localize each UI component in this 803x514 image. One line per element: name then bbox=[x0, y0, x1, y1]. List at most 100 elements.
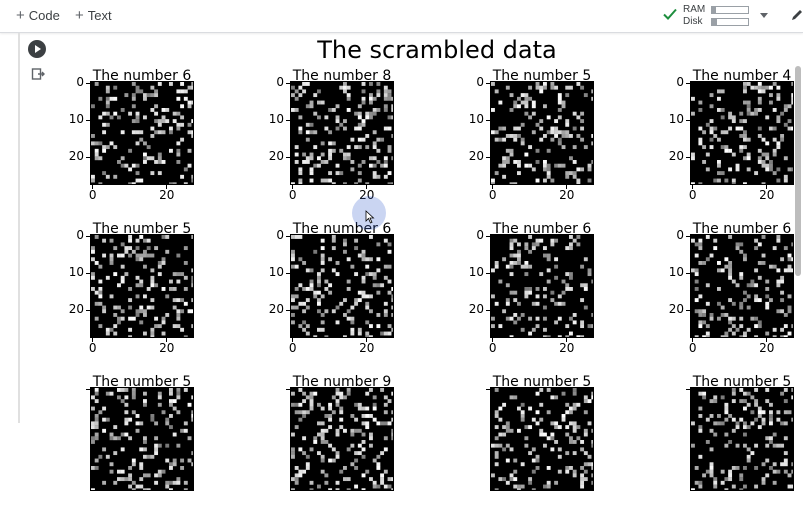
y-tick-mark bbox=[486, 82, 490, 84]
ram-bar bbox=[711, 6, 749, 14]
add-text-button[interactable]: + Text bbox=[75, 7, 112, 24]
x-tick-mark bbox=[691, 338, 693, 342]
x-tick-mark bbox=[366, 338, 368, 342]
x-tick-label: 20 bbox=[759, 188, 775, 202]
scrambled-image bbox=[690, 234, 794, 338]
subplot-title: The number 6 bbox=[692, 221, 792, 237]
x-tick-mark bbox=[766, 338, 768, 342]
pencil-icon[interactable] bbox=[790, 8, 803, 22]
y-tick-label: 10 bbox=[668, 265, 684, 279]
x-tick-label: 0 bbox=[688, 188, 697, 202]
subplot-title: The number 5 bbox=[492, 374, 592, 390]
x-tick-label: 0 bbox=[488, 341, 497, 355]
x-tick-label: 20 bbox=[159, 341, 175, 355]
scrambled-image bbox=[690, 387, 794, 491]
subplot-panel: The number 8 bbox=[290, 68, 420, 208]
y-tick-mark bbox=[86, 310, 90, 312]
y-tick-label: 0 bbox=[76, 74, 84, 89]
y-tick-mark bbox=[486, 388, 490, 390]
y-tick-mark bbox=[486, 235, 490, 237]
add-code-button[interactable]: + Code bbox=[16, 7, 60, 24]
run-cell-icon[interactable] bbox=[28, 40, 46, 58]
x-tick-mark bbox=[566, 185, 568, 189]
x-tick-mark bbox=[766, 185, 768, 189]
x-tick-label: 20 bbox=[559, 341, 575, 355]
y-tick-label: 20 bbox=[68, 302, 84, 317]
y-tick-label: 20 bbox=[468, 302, 484, 317]
y-tick-mark bbox=[286, 157, 290, 159]
x-tick-mark bbox=[491, 185, 493, 189]
ram-label: RAM bbox=[683, 4, 706, 15]
y-tick-label: 0 bbox=[476, 74, 484, 89]
y-tick-label: 0 bbox=[276, 74, 284, 89]
x-tick-label: 20 bbox=[359, 188, 375, 202]
y-tick-mark bbox=[486, 310, 490, 312]
figure-title: The scrambled data bbox=[317, 36, 557, 64]
subplot-panel: The number 6 bbox=[690, 221, 803, 361]
subplot-panel: The number 5 bbox=[690, 374, 803, 514]
y-tick-label: 20 bbox=[668, 302, 684, 317]
scrambled-image bbox=[690, 81, 794, 185]
scrambled-image bbox=[490, 234, 594, 338]
x-tick-mark bbox=[291, 185, 293, 189]
subplot-panel: The number 6 bbox=[90, 68, 220, 208]
resource-indicator[interactable]: RAM Disk bbox=[662, 4, 752, 28]
x-tick-label: 0 bbox=[688, 341, 697, 355]
x-tick-label: 0 bbox=[288, 188, 297, 202]
y-tick-mark bbox=[486, 273, 490, 274]
y-tick-label: 10 bbox=[468, 265, 484, 279]
scrollbar-thumb[interactable] bbox=[795, 66, 801, 276]
y-tick-mark bbox=[86, 273, 90, 274]
add-text-label: Text bbox=[87, 8, 112, 23]
subplot-panel: The number 6 bbox=[490, 221, 620, 361]
x-tick-mark bbox=[366, 185, 368, 189]
y-tick-label: 10 bbox=[68, 265, 84, 279]
subplot-panel: The number 6 bbox=[290, 221, 420, 361]
y-tick-label: 0 bbox=[76, 227, 84, 242]
y-tick-label: 10 bbox=[468, 112, 484, 126]
y-tick-mark bbox=[86, 157, 90, 159]
y-tick-mark bbox=[686, 120, 690, 121]
subplot-panel: The number 5 bbox=[90, 374, 220, 514]
subplot-title: The number 4 bbox=[692, 68, 792, 84]
y-tick-mark bbox=[286, 388, 290, 390]
y-tick-mark bbox=[686, 310, 690, 312]
y-tick-mark bbox=[686, 388, 690, 390]
mouse-cursor-icon bbox=[365, 210, 375, 224]
y-tick-label: 20 bbox=[668, 149, 684, 164]
x-tick-mark bbox=[291, 338, 293, 342]
output-scrollbar[interactable] bbox=[795, 34, 801, 423]
y-tick-label: 0 bbox=[276, 227, 284, 242]
y-tick-mark bbox=[286, 310, 290, 312]
subplot-title: The number 5 bbox=[692, 374, 792, 390]
y-tick-label: 10 bbox=[668, 112, 684, 126]
x-tick-mark bbox=[166, 185, 168, 189]
y-tick-mark bbox=[686, 235, 690, 237]
x-tick-mark bbox=[166, 338, 168, 342]
y-tick-label: 10 bbox=[268, 112, 284, 126]
y-tick-mark bbox=[86, 235, 90, 237]
scrambled-image bbox=[290, 387, 394, 491]
disk-label: Disk bbox=[683, 16, 703, 27]
y-tick-mark bbox=[286, 273, 290, 274]
y-tick-mark bbox=[286, 82, 290, 84]
check-icon bbox=[663, 8, 677, 20]
subplot-title: The number 6 bbox=[492, 221, 592, 237]
y-tick-mark bbox=[486, 157, 490, 159]
y-tick-mark bbox=[86, 388, 90, 390]
subplot-panel: The number 9 bbox=[290, 374, 420, 514]
subplot-panel: The number 5 bbox=[90, 221, 220, 361]
y-tick-mark bbox=[486, 120, 490, 121]
x-tick-mark bbox=[91, 338, 93, 342]
cursor-highlight bbox=[352, 196, 386, 230]
scrambled-image bbox=[90, 234, 194, 338]
scrambled-image bbox=[90, 81, 194, 185]
output-menu-icon[interactable] bbox=[31, 67, 45, 81]
scrambled-image bbox=[290, 81, 394, 185]
resource-dropdown-icon[interactable] bbox=[760, 13, 768, 18]
y-tick-mark bbox=[286, 120, 290, 121]
subplot-title: The number 9 bbox=[292, 374, 392, 390]
x-tick-label: 20 bbox=[359, 341, 375, 355]
scrambled-image bbox=[490, 81, 594, 185]
plus-icon: + bbox=[75, 7, 84, 24]
